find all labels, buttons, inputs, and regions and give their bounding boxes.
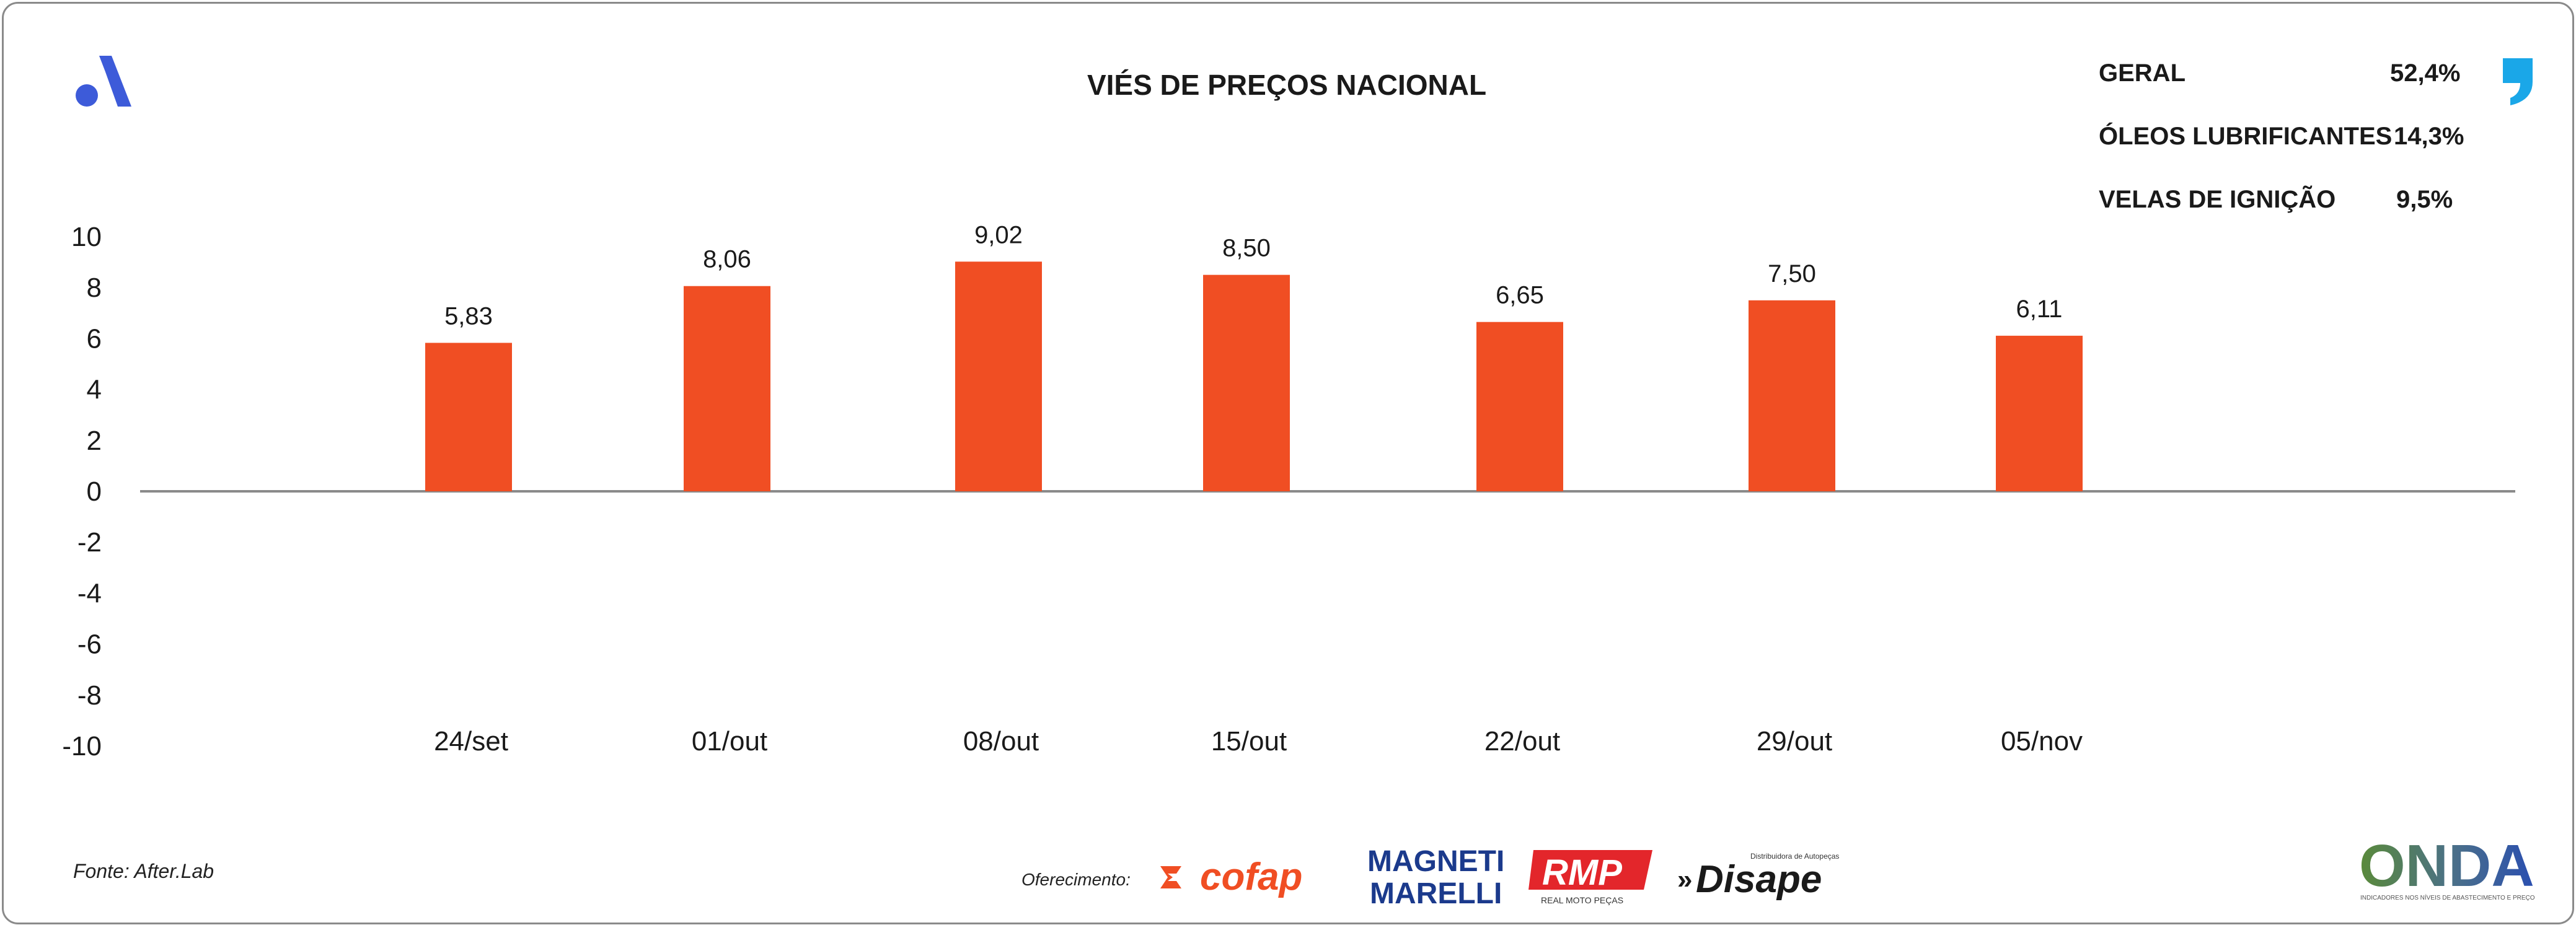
bar (955, 261, 1042, 491)
x-tick-label: 08/out (963, 726, 1039, 756)
x-tick-label: 29/out (1757, 726, 1832, 756)
svg-text:»: » (1677, 864, 1692, 895)
onda-subtext: INDICADORES NOS NÍVEIS DE ABASTECIMENTO … (2360, 893, 2535, 901)
data-label: 8,50 (1222, 235, 1271, 262)
data-label: 5,83 (444, 302, 493, 330)
marelli-text: MARELLI (1370, 877, 1502, 908)
rmp-logo: RMP REAL MOTO PEÇAS (1528, 850, 1652, 905)
x-tick-label: 22/out (1484, 726, 1560, 756)
stat-row-oleos: ÓLEOS LUBRIFICANTES 14,3% (2099, 123, 2533, 160)
stat-label: GERAL (2099, 59, 2186, 87)
stat-value: 14,3% (2394, 123, 2464, 150)
y-tick-label: 2 (87, 426, 102, 456)
source-note: Fonte: After.Lab (73, 860, 214, 882)
x-tick-label: 01/out (692, 726, 767, 756)
disape-text: Disape (1696, 858, 1822, 901)
onda-logo: ONDA INDICADORES NOS NÍVEIS DE ABASTECIM… (2359, 835, 2535, 901)
cofap-text: cofap (1200, 856, 1302, 898)
bar (1476, 322, 1563, 491)
y-tick-label: -8 (77, 680, 102, 711)
data-label: 6,11 (2016, 296, 2063, 323)
y-tick-label: 8 (87, 273, 102, 303)
bar (684, 286, 770, 491)
bar (1749, 300, 1835, 491)
bar (425, 343, 512, 491)
chart-title: VIÉS DE PREÇOS NACIONAL (1087, 69, 1487, 101)
quote-icon (2503, 58, 2533, 105)
stat-value: 9,5% (2396, 186, 2453, 213)
data-label: 8,06 (703, 246, 751, 273)
stat-row-velas: VELAS DE IGNIÇÃO 9,5% (2099, 186, 2533, 223)
magneti-text: MAGNETI (1367, 845, 1504, 878)
y-tick-label: -2 (77, 527, 102, 558)
rmp-text: RMP (1542, 853, 1622, 893)
stat-row-geral: GERAL 52,4% (2099, 59, 2533, 97)
stat-value: 52,4% (2390, 59, 2461, 87)
data-label: 6,65 (1496, 282, 1544, 309)
rmp-subtext: REAL MOTO PEÇAS (1541, 895, 1623, 905)
cofap-logo: cofap (1160, 856, 1302, 898)
y-tick-label: -10 (62, 731, 102, 761)
onda-text: ONDA (2359, 835, 2534, 899)
magneti-marelli-logo: MAGNETI MARELLI (1367, 845, 1504, 908)
data-label: 9,02 (974, 221, 1023, 248)
bar-chart: 10 8 6 4 2 0 -2 -4 -6 -8 -10 5,83 24/set 8,06 01/out 9,… (62, 221, 2515, 761)
x-tick-label: 05/nov (2001, 726, 2083, 756)
disape-logo: » Disape Distribuidora de Autopeças (1677, 852, 1839, 901)
sponsor-label: Oferecimento: (1021, 870, 1131, 889)
disape-subtext: Distribuidora de Autopeças (1750, 852, 1839, 861)
bar (1996, 335, 2083, 491)
stat-label: ÓLEOS LUBRIFICANTES (2099, 123, 2393, 150)
x-tick-label: 15/out (1211, 726, 1287, 756)
y-tick-label: 6 (87, 323, 102, 354)
data-label: 7,50 (1768, 260, 1816, 287)
y-tick-label: 0 (87, 476, 102, 507)
y-tick-label: -6 (77, 629, 102, 660)
x-tick-label: 24/set (434, 726, 508, 756)
y-tick-label: 10 (71, 222, 102, 252)
bar (1203, 274, 1290, 491)
after-lab-logo (76, 56, 131, 107)
y-tick-label: -4 (77, 578, 102, 608)
stat-label: VELAS DE IGNIÇÃO (2099, 186, 2336, 213)
y-tick-label: 4 (87, 375, 102, 405)
